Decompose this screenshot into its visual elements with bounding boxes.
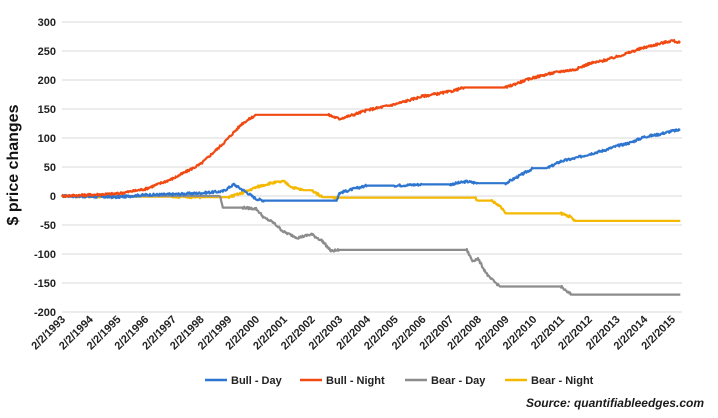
legend-item: Bear - Night bbox=[505, 375, 594, 387]
y-tick-label: 0 bbox=[50, 191, 56, 203]
legend-label: Bear - Day bbox=[431, 375, 486, 387]
series-line-bear-day bbox=[61, 194, 681, 296]
y-tick-label: -150 bbox=[34, 278, 56, 290]
y-tick-label: 250 bbox=[38, 46, 56, 58]
legend-label: Bull - Night bbox=[326, 375, 385, 387]
series-lines bbox=[60, 39, 681, 296]
y-tick-label: -50 bbox=[40, 220, 56, 232]
series-line-bull-night bbox=[60, 39, 681, 198]
y-tick-label: -200 bbox=[34, 307, 56, 319]
legend-item: Bull - Day bbox=[205, 375, 283, 387]
legend-item: Bull - Night bbox=[300, 375, 385, 387]
y-axis-label: $ price changes bbox=[5, 104, 22, 225]
legend: Bull - Day Bull - Night Bear - Day Bear - N… bbox=[205, 375, 594, 387]
y-tick-label: 200 bbox=[38, 75, 56, 87]
x-axis-ticks: 2/2/19932/2/19942/2/19952/2/19962/2/1997… bbox=[29, 313, 678, 352]
series-line-bull-day bbox=[61, 128, 681, 203]
y-tick-label: 100 bbox=[38, 133, 56, 145]
source-text: Source: quantifiableedges.com bbox=[525, 396, 704, 410]
y-tick-label: -100 bbox=[34, 249, 56, 261]
legend-label: Bear - Night bbox=[531, 375, 594, 387]
y-tick-label: 300 bbox=[38, 17, 56, 29]
y-tick-label: 50 bbox=[44, 162, 56, 174]
series-line-bear-night bbox=[61, 179, 681, 222]
legend-label: Bull - Day bbox=[231, 375, 283, 387]
y-tick-label: 150 bbox=[38, 104, 56, 116]
y-axis-ticks: 300 250 200 150 100 50 0 -50 -100 -150 -200 bbox=[34, 17, 56, 319]
legend-item: Bear - Day bbox=[405, 375, 486, 387]
